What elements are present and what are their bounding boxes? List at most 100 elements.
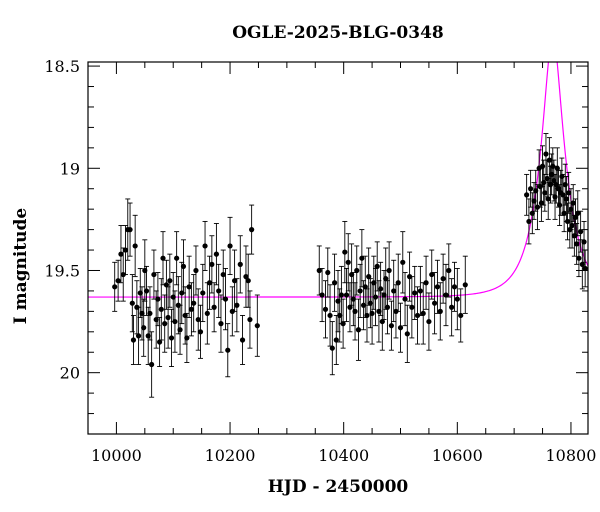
point-marker [462,282,468,288]
point-marker [122,247,129,253]
data-point [122,225,129,276]
data-point [561,194,567,233]
data-point [458,288,464,343]
data-point [578,210,584,253]
data-point [325,247,331,298]
data-point [327,284,333,347]
point-marker [115,278,121,284]
data-point [172,290,178,353]
data-point [404,304,410,363]
point-marker [216,288,222,294]
y-axis-label: I magnitude [11,208,31,325]
data-point [462,255,468,314]
point-marker [118,251,124,257]
data-point [165,286,171,349]
point-marker [156,339,163,345]
point-marker [342,249,348,255]
point-marker [443,292,449,298]
point-marker [184,335,190,341]
point-marker [414,312,421,319]
data-point [400,231,406,294]
point-marker [437,308,443,314]
data-point [434,259,441,314]
data-point [234,278,240,333]
data-point [543,133,549,175]
point-marker [434,284,441,290]
data-point [362,255,368,318]
point-marker [546,157,552,163]
point-marker [340,321,346,327]
data-point [200,263,206,323]
point-marker [575,210,581,216]
data-point [528,169,534,208]
point-marker [528,186,534,192]
point-marker [582,265,588,272]
point-marker [222,296,229,302]
point-marker [404,331,410,337]
data-point [423,255,429,310]
point-marker [158,306,164,312]
y-tick-label: 20 [60,364,80,383]
data-point [331,253,338,312]
data-point [222,267,229,331]
point-marker [243,274,249,280]
data-point [141,298,147,357]
data-point [211,282,217,333]
point-marker [423,280,429,286]
point-marker [129,300,135,306]
y-tick-label: 19 [60,159,80,178]
point-marker [231,278,238,284]
point-marker [239,337,246,343]
data-point [163,259,170,310]
point-marker [534,204,541,210]
data-point [355,298,362,361]
point-marker [188,306,195,312]
point-marker [112,284,118,290]
point-marker [220,271,226,278]
point-marker [202,243,208,249]
point-marker [543,151,549,157]
point-marker [174,255,180,261]
point-marker [141,325,147,331]
point-marker [319,292,325,298]
data-point [168,308,175,367]
point-marker [345,259,351,265]
data-point [231,249,238,312]
data-point [397,302,404,353]
data-point [333,315,339,365]
point-marker [200,290,206,296]
data-point [566,171,572,214]
point-marker [524,192,530,198]
data-point [454,267,460,331]
point-marker [395,280,401,286]
x-tick-label: 10400 [318,446,369,465]
data-point [357,263,363,318]
point-marker [391,288,397,294]
point-marker [316,267,322,274]
point-marker [384,304,391,310]
data-point [316,245,322,296]
point-marker [359,255,365,261]
data-point [440,253,446,304]
data-point [431,272,438,335]
point-marker [160,255,166,261]
point-marker [564,218,571,225]
data-point [118,225,124,284]
data-point [524,173,530,216]
point-marker [343,292,350,298]
point-marker [165,314,171,321]
data-point [202,220,208,271]
point-marker [552,194,558,200]
point-marker [563,196,570,202]
data-point [366,247,372,306]
point-marker [426,318,432,325]
data-point [338,265,345,325]
point-marker [431,300,438,306]
point-marker [209,261,215,267]
data-point [386,241,392,300]
data-point [191,274,197,333]
point-marker [526,218,532,225]
point-marker [245,278,251,284]
point-marker [195,316,201,323]
point-marker [206,280,213,286]
